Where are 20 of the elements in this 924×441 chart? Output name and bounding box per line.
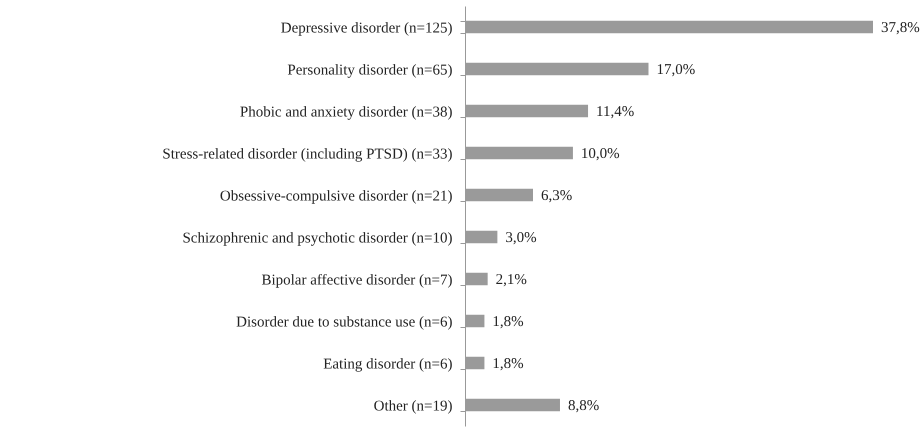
y-tick-label: Personality disorder (n=65): [287, 62, 452, 78]
data-label: 1,8%: [492, 356, 524, 372]
y-tick-label: Stress-related disorder (including PTSD) (n=33): [162, 146, 452, 162]
data-label: 3,0%: [505, 230, 537, 246]
y-tick-label: Other (n=19): [374, 398, 452, 414]
y-tick-label: Obsessive-compulsive disorder (n=21): [220, 188, 452, 204]
data-label: 11,4%: [596, 104, 634, 120]
y-tick-label: Bipolar affective disorder (n=7): [261, 272, 453, 288]
y-tick-label: Depressive disorder (n=125): [280, 20, 452, 36]
y-tick-label: Disorder due to substance use (n=6): [236, 314, 452, 330]
data-label: 1,8%: [492, 314, 524, 330]
data-label: 10,0%: [580, 146, 620, 162]
data-label: 17,0%: [656, 62, 696, 78]
y-tick-label: Eating disorder (n=6): [323, 356, 452, 372]
data-label: 2,1%: [496, 272, 527, 288]
y-tick-label: Schizophrenic and psychotic disorder (n=10): [182, 230, 452, 246]
data-label: 37,8%: [881, 20, 920, 36]
y-tick-label: Phobic and anxiety disorder (n=38): [240, 104, 453, 120]
data-label: 6,3%: [541, 188, 572, 204]
data-label: 8,8%: [568, 398, 600, 414]
